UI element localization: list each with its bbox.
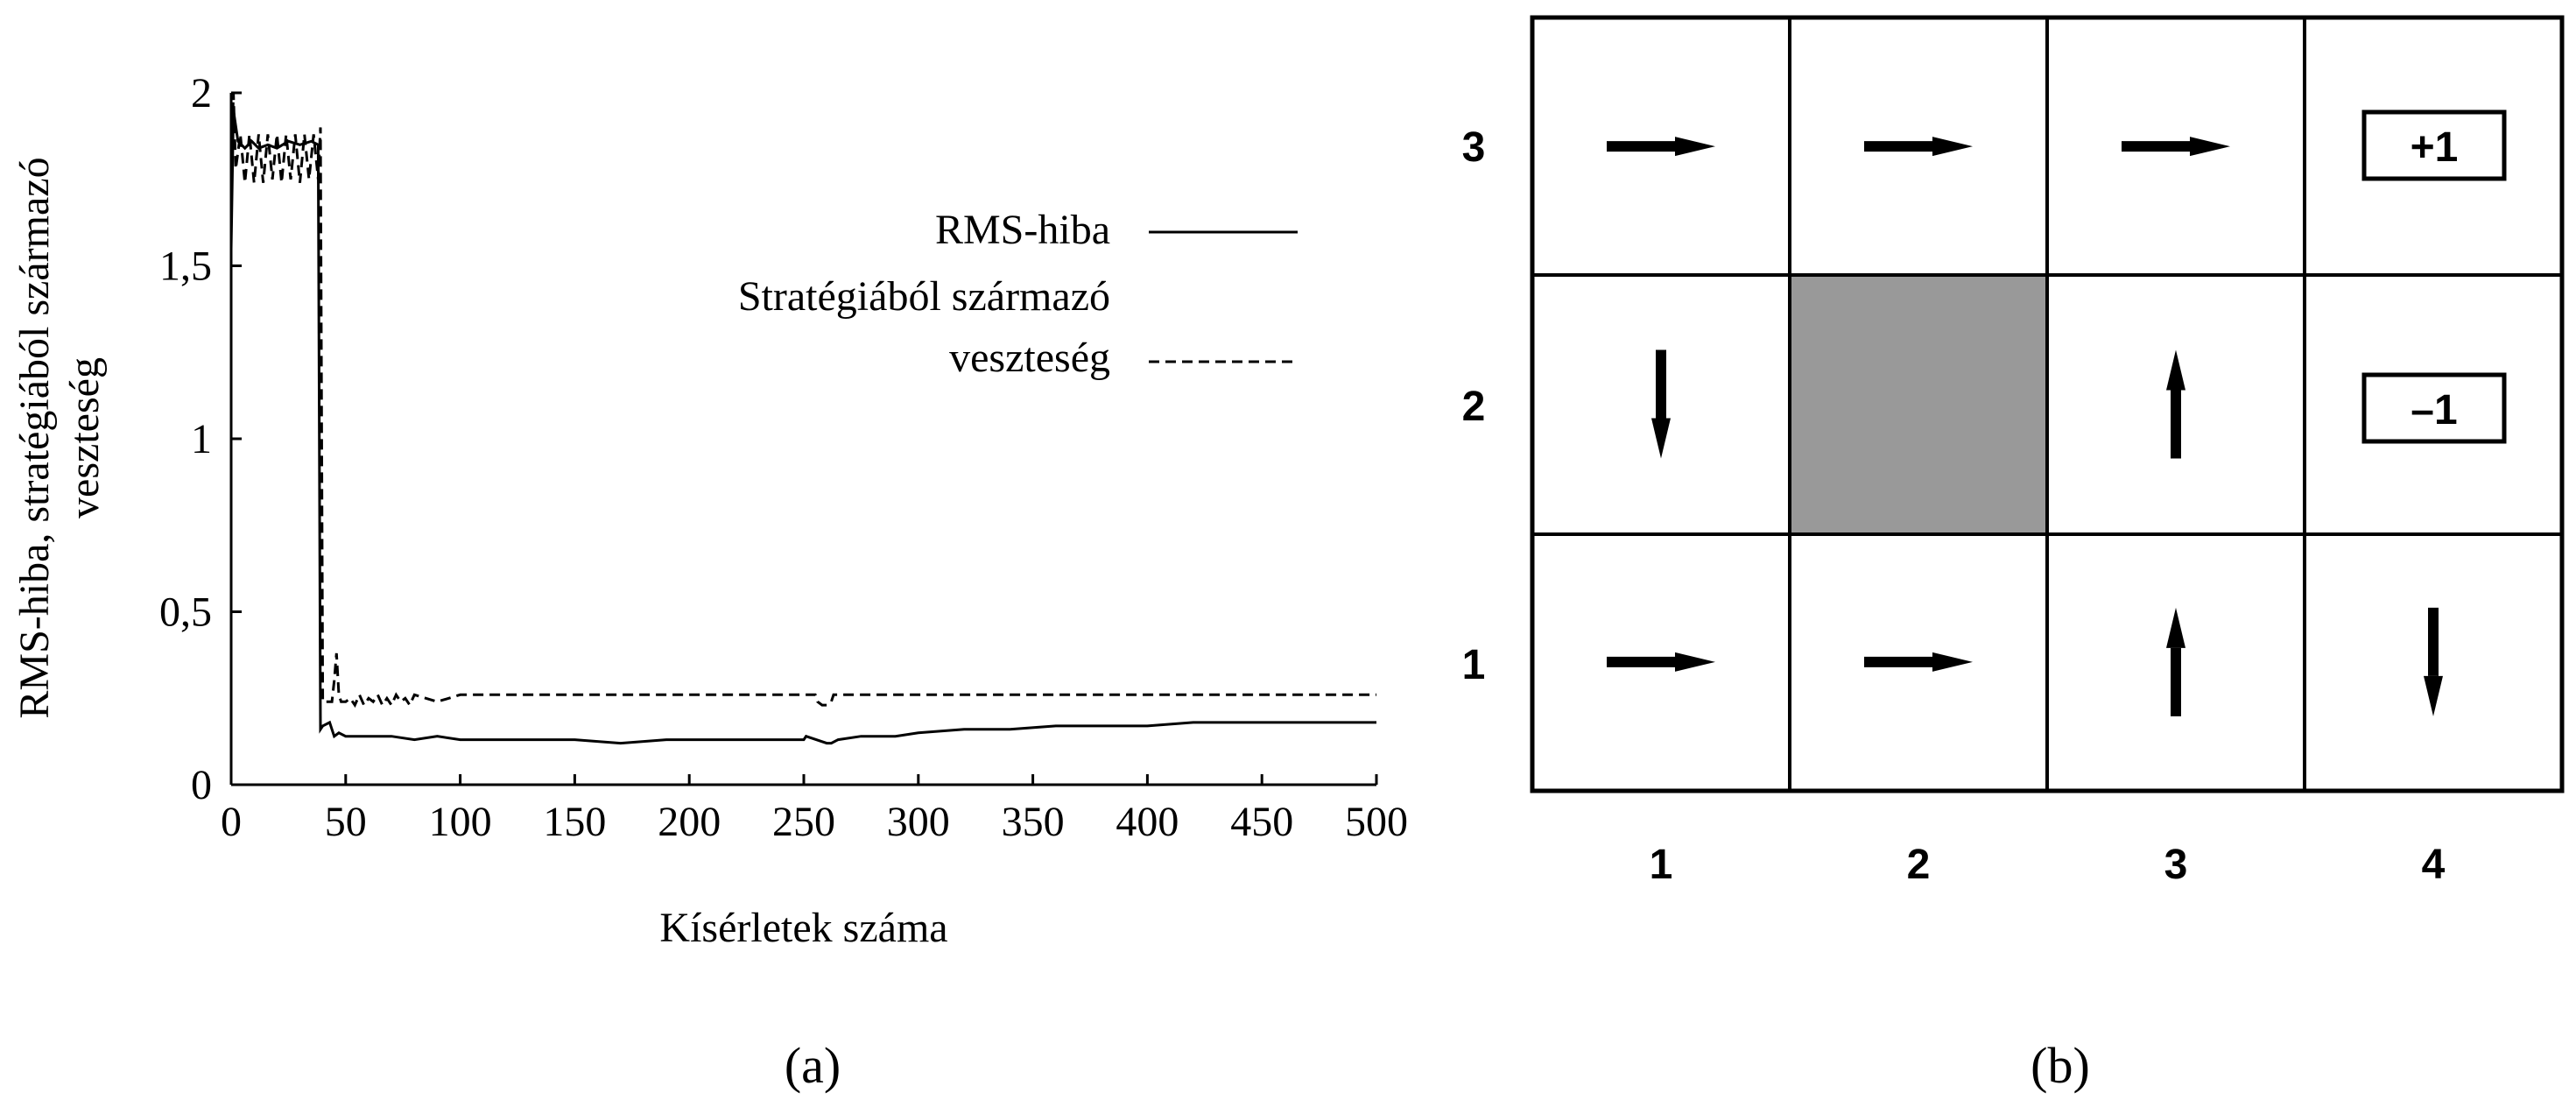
x-tick-label: 350 [1002,799,1065,845]
x-axis-label: Kísérletek száma [659,905,947,951]
x-tick-label: 500 [1345,799,1408,845]
x-tick-label: 0 [221,799,242,845]
policy-arrow-right-icon [1864,652,1973,672]
series-group [229,92,1376,745]
y-ticks: 0 0,5 1 1,5 2 [159,70,242,808]
terminal-plus-cell: +1 [2361,109,2507,181]
policy-arrow-down-icon [1651,349,1671,459]
policy-arrow-up-icon [2166,607,2185,716]
col-label-1: 1 [1650,842,1673,888]
policy-arrow-right-icon [1607,652,1715,672]
y-tick-label: 0 [191,762,212,808]
col-label-3: 3 [2164,842,2188,888]
policy-arrow-down-icon [2424,607,2443,716]
y-tick-label: 2 [191,70,212,116]
policy-arrows [1607,137,2443,716]
legend-label-rms: RMS-hiba [935,207,1110,253]
series-line-loss [229,92,1376,709]
y-tick-label: 1,5 [159,243,212,290]
legend-label-loss-line2: veszteség [949,335,1110,381]
series-line-rms [229,109,1376,745]
x-tick-label: 300 [887,799,950,845]
grid-world-panel-b: +1 –1 3 2 1 1 2 3 4 (b) [1462,15,2565,1094]
policy-arrow-up-icon [2166,349,2185,459]
legend-label-loss-line1: Stratégiából származó [738,273,1110,320]
x-tick-label: 150 [543,799,606,845]
wall-cell [1791,277,2045,532]
legend: RMS-hiba Stratégiából származó veszteség [738,207,1298,381]
col-label-2: 2 [1907,842,1931,888]
policy-arrow-right-icon [1864,137,1973,157]
caption-b: (b) [2031,1037,2090,1094]
x-tick-label: 450 [1230,799,1293,845]
y-axis-label-line2: veszteség [61,357,108,518]
row-label-3: 3 [1462,124,1486,171]
x-tick-label: 400 [1116,799,1179,845]
terminal-minus-label: –1 [2411,387,2457,434]
y-tick-label: 0,5 [159,589,212,636]
x-tick-label: 200 [658,799,721,845]
terminal-plus-label: +1 [2411,124,2459,171]
row-label-1: 1 [1462,642,1486,688]
row-label-2: 2 [1462,384,1486,430]
x-ticks: 0 50 100 150 200 250 300 350 400 450 500 [221,774,1408,845]
x-tick-label: 250 [772,799,835,845]
chart-panel-a: 0 50 100 150 200 250 300 350 400 450 500 0 0,5 1 1,5 2… [11,70,1408,1094]
terminal-plus-box [2361,109,2507,181]
terminal-minus-box [2361,372,2507,444]
policy-arrow-right-icon [2122,137,2230,157]
policy-arrow-right-icon [1607,137,1715,157]
caption-a: (a) [785,1037,841,1094]
y-axis-label-line1: RMS-hiba, stratégiából származó [11,157,58,718]
x-tick-label: 50 [325,799,367,845]
col-label-4: 4 [2422,842,2446,888]
x-tick-label: 100 [429,799,492,845]
y-tick-label: 1 [191,416,212,462]
terminal-minus-cell: –1 [2361,372,2507,444]
grid-lines [1530,15,2565,793]
